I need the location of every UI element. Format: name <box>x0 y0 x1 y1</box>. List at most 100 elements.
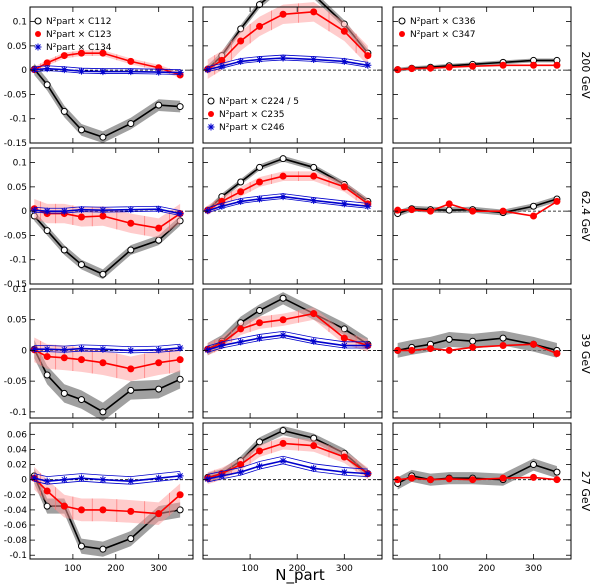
xtick-label: 200 <box>478 564 495 574</box>
band-C123 <box>34 50 181 78</box>
point-C112 <box>445 206 453 214</box>
point-C123 <box>256 319 264 327</box>
line-C123 <box>33 477 181 515</box>
point-C123 <box>469 207 477 215</box>
point-C112 <box>155 236 163 244</box>
point-C134 <box>30 66 38 74</box>
ytick-label: -0.1 <box>9 551 27 561</box>
point-C112 <box>127 386 135 394</box>
point-C134 <box>279 193 287 201</box>
point-C112 <box>99 133 107 141</box>
point-C123 <box>279 172 287 180</box>
point-C112 <box>469 337 477 345</box>
line-C123 <box>207 11 369 70</box>
ytick-label: 0.02 <box>7 461 27 471</box>
point-C112 <box>256 163 264 171</box>
panel-r0-c0: -0.15 -0.1 -0.05 0 0.05 0.1 <box>4 6 194 149</box>
point-C123 <box>530 473 538 481</box>
panel-r0-c1 <box>202 0 383 144</box>
point-C134 <box>218 472 226 480</box>
point-C134 <box>30 345 38 353</box>
ytick-label: -0.15 <box>4 280 27 290</box>
point-C134 <box>77 474 85 482</box>
point-C123 <box>499 342 507 350</box>
point-C112 <box>256 438 264 446</box>
point-C134 <box>43 207 51 215</box>
point-C123 <box>127 507 135 515</box>
point-C123 <box>310 8 318 16</box>
line-C134-upper <box>207 193 368 209</box>
point-C123 <box>237 37 245 45</box>
point-C134 <box>340 468 348 476</box>
panel-r2-c2 <box>392 288 572 419</box>
legend-col1-label: N²part × C224 / 5 <box>219 97 299 107</box>
point-C123 <box>279 10 287 18</box>
point-C123 <box>499 207 507 215</box>
line-C112 <box>33 68 181 139</box>
line-C134-upper <box>34 470 181 478</box>
point-C123 <box>155 224 163 232</box>
ytick-label: 0.05 <box>7 42 27 52</box>
point-C134 <box>340 200 348 208</box>
point-C123 <box>77 49 85 57</box>
ytick-label: -0.1 <box>9 256 27 266</box>
point-C112 <box>43 371 51 379</box>
point-C123 <box>553 476 561 484</box>
point-C134 <box>279 54 287 62</box>
point-C123 <box>99 506 107 514</box>
point-C134 <box>237 338 245 346</box>
xtick-label: 100 <box>64 564 81 574</box>
ytick-label: 0.06 <box>7 430 27 440</box>
panel-frame <box>29 422 194 560</box>
point-C123 <box>127 219 135 227</box>
legend-col2-label: N²part × C347 <box>410 30 476 40</box>
point-C134 <box>279 331 287 339</box>
line-C134-lower <box>34 478 181 485</box>
point-C112 <box>99 270 107 278</box>
point-C112 <box>77 542 85 550</box>
panel-r0-c2 <box>392 6 572 144</box>
point-C134 <box>77 206 85 214</box>
line-C134 <box>207 334 368 351</box>
point-C112 <box>176 506 184 514</box>
point-C123 <box>77 506 85 514</box>
point-C123 <box>77 213 85 221</box>
panel-frame <box>29 6 194 144</box>
panel-frame <box>392 147 572 285</box>
point-C123 <box>279 439 287 447</box>
point-C123 <box>340 183 348 191</box>
point-C134 <box>256 334 264 342</box>
line-C134-lower <box>34 70 181 75</box>
panel-frame <box>29 147 194 285</box>
ytick-label: 0 <box>21 346 27 356</box>
point-C123 <box>176 491 184 499</box>
row-energy-label: 27 GeV <box>579 471 592 512</box>
point-C134 <box>155 474 163 482</box>
point-C112 <box>310 163 318 171</box>
xtick-label: 300 <box>336 564 353 574</box>
ytick-label: -0.1 <box>9 408 27 418</box>
point-C134 <box>99 476 107 484</box>
legend-col1-marker <box>208 111 214 117</box>
point-C123 <box>43 59 51 67</box>
ytick-label: 0.05 <box>7 316 27 326</box>
point-C123 <box>445 346 453 354</box>
line-C134-upper <box>34 343 181 348</box>
x-axis-label: N_part <box>275 566 325 585</box>
point-C134 <box>176 472 184 480</box>
point-C123 <box>394 66 402 74</box>
panel-r3-c2: 100 200 300 <box>392 422 572 574</box>
point-C112 <box>530 202 538 210</box>
point-C123 <box>99 212 107 220</box>
band-C123 <box>34 199 181 238</box>
point-C134 <box>30 474 38 482</box>
xtick-label: 200 <box>289 564 306 574</box>
point-C123 <box>553 61 561 69</box>
xtick-label: 300 <box>525 564 542 574</box>
point-C123 <box>530 340 538 348</box>
point-C112 <box>499 334 507 342</box>
point-C134 <box>310 464 318 472</box>
point-C123 <box>469 476 477 484</box>
point-C123 <box>408 346 416 354</box>
ytick-label: 0 <box>21 66 27 76</box>
